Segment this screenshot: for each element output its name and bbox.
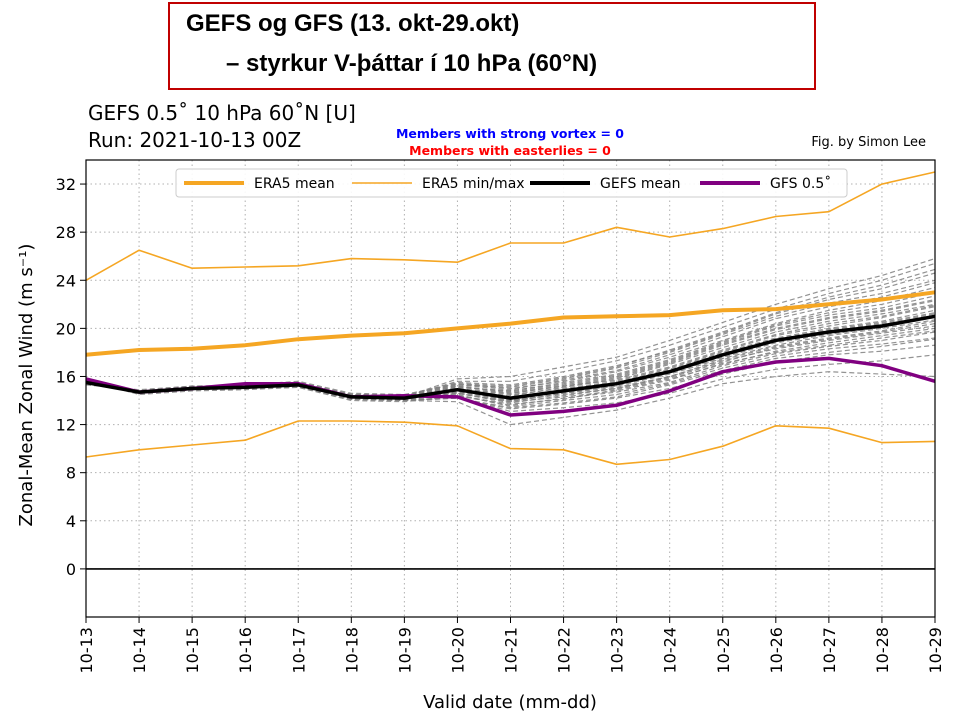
y-tick-label: 4 <box>66 512 76 531</box>
gfs-line <box>85 356 936 417</box>
y-tick-label: 24 <box>56 271 76 290</box>
ensemble-member-line <box>85 282 936 397</box>
y-tick-label: 20 <box>56 319 76 338</box>
ensemble-member-line <box>85 330 936 403</box>
ensemble-member-line <box>85 371 936 426</box>
ensemble-member-line <box>85 337 936 408</box>
x-tick-label: 10-15 <box>183 627 202 674</box>
ensemble-member-line <box>85 316 936 402</box>
x-tick-label: 10-27 <box>820 627 839 674</box>
y-tick-label: 28 <box>56 223 76 242</box>
ensemble-member-line <box>85 306 936 399</box>
legend-frame <box>175 168 848 198</box>
chart-title-line2: Run: 2021-10-13 00Z <box>88 128 301 152</box>
x-tick-label: 10-20 <box>448 627 467 674</box>
slide-title-box: GEFS og GFS (13. okt-29.okt) – styrkur V… <box>168 2 816 90</box>
slide-title-line2: – styrkur V-þáttar í 10 hPa (60°N) <box>226 50 598 77</box>
ensemble-member-line <box>85 303 936 399</box>
era5-mean-line <box>85 290 936 357</box>
legend-label-era5-mean: ERA5 mean <box>254 176 335 192</box>
ensemble-member-line <box>85 298 936 398</box>
x-tick-label: 10-17 <box>289 627 308 674</box>
y-tick-label: 0 <box>66 560 76 579</box>
annotation-easterlies: Members with easterlies = 0 <box>409 143 611 158</box>
ensemble-member-line <box>85 323 936 404</box>
ensemble-member-line <box>85 291 936 399</box>
x-tick-label: 10-25 <box>714 627 733 674</box>
x-tick-label: 10-21 <box>502 627 521 674</box>
x-tick-label: 10-29 <box>926 627 945 674</box>
x-tick-label: 10-16 <box>236 627 255 674</box>
x-tick-label: 10-18 <box>342 627 361 674</box>
axis-ticks: 0 4 8 12 16 20 24 28 32 10-13 10-14 10-15 10-16 10-17… <box>56 175 945 673</box>
ensemble-member-line <box>85 354 936 413</box>
x-tick-label: 10-13 <box>77 627 96 674</box>
ensemble-member-line <box>85 327 936 405</box>
y-tick-label: 8 <box>66 464 76 483</box>
legend-label-gfs: GFS 0.5˚ <box>770 175 831 192</box>
era5-max-line <box>85 171 936 281</box>
x-tick-label: 10-19 <box>395 627 414 674</box>
ensemble-member-line <box>85 262 936 398</box>
x-tick-label: 10-22 <box>555 627 574 674</box>
ensemble-member-line <box>85 338 936 409</box>
y-tick-label: 16 <box>56 367 76 386</box>
figure-credit: Fig. by Simon Lee <box>811 135 926 150</box>
x-tick-label: 10-28 <box>873 627 892 674</box>
x-tick-label: 10-23 <box>608 627 627 674</box>
ensemble-member-line <box>85 286 936 396</box>
era5-min-line <box>85 420 936 466</box>
legend-label-era5-minmax: ERA5 min/max <box>422 176 525 192</box>
annotation-strong-vortex: Members with strong vortex = 0 <box>396 126 624 141</box>
ensemble-member-line <box>85 258 936 398</box>
gefs-mean-line <box>85 314 936 400</box>
x-axis-label: Valid date (mm-dd) <box>423 692 597 713</box>
x-tick-label: 10-14 <box>130 627 149 674</box>
chart-title-line1: GEFS 0.5˚ 10 hPa 60˚N [U] <box>88 101 356 125</box>
legend: ERA5 mean ERA5 min/max GEFS mean GFS 0.5… <box>175 168 848 198</box>
y-tick-label: 12 <box>56 416 76 435</box>
y-axis-label: Zonal-Mean Zonal Wind (m s⁻¹) <box>16 244 37 527</box>
x-tick-label: 10-24 <box>661 627 680 674</box>
ensemble-member-line <box>85 304 936 398</box>
ensemble-members <box>85 258 936 426</box>
ensemble-member-line <box>85 279 936 397</box>
slide-title-line1: GEFS og GFS (13. okt-29.okt) <box>186 10 520 37</box>
y-tick-label: 32 <box>56 175 76 194</box>
legend-label-gefs-mean: GEFS mean <box>600 176 681 192</box>
x-tick-label: 10-26 <box>767 627 786 674</box>
series <box>85 171 936 466</box>
